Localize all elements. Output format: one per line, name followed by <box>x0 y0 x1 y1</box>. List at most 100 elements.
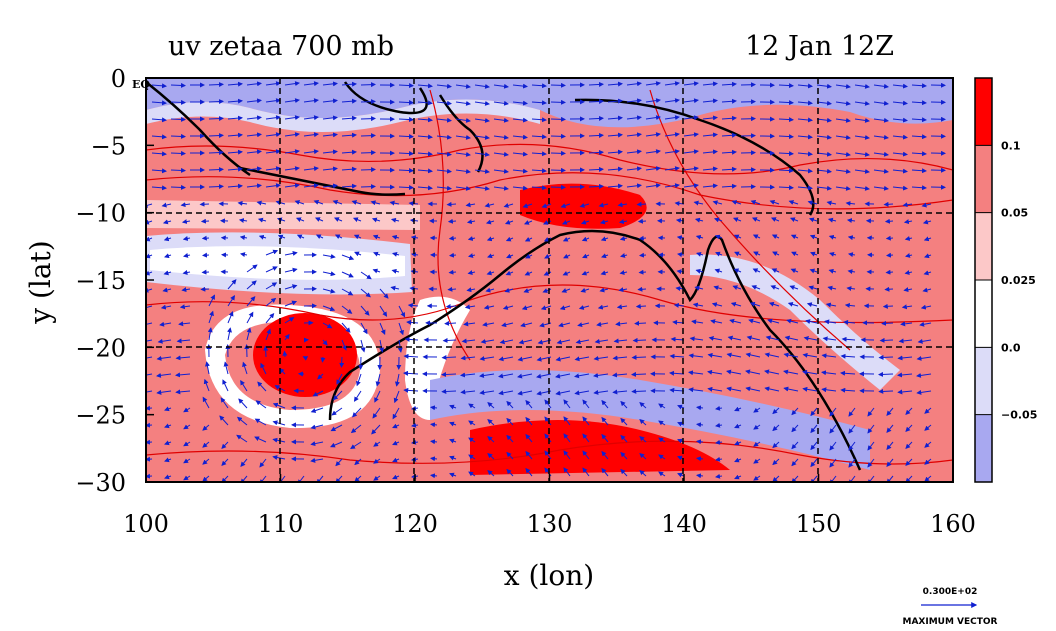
wind-vector <box>157 338 172 344</box>
wind-vector <box>770 285 780 290</box>
wind-vector <box>885 269 894 275</box>
wind-vector <box>797 134 813 140</box>
weak-negative-band-north <box>146 99 540 132</box>
wind-vector <box>612 372 628 378</box>
wind-vector <box>637 218 647 224</box>
wind-vector <box>772 458 780 466</box>
wind-vector <box>726 369 742 375</box>
wind-vector <box>645 183 661 189</box>
wind-vector <box>924 458 932 465</box>
wind-vector <box>202 441 210 448</box>
wind-vector <box>783 352 799 358</box>
x-tick-label: 130 <box>527 510 573 538</box>
wind-vector <box>810 441 818 451</box>
wind-vector <box>544 416 552 426</box>
wind-vector <box>721 81 737 87</box>
max-vector-caption: MAXIMUM VECTOR <box>902 617 997 627</box>
wind-vector <box>561 220 571 225</box>
wind-vector <box>170 82 186 88</box>
colorbar-swatch <box>975 212 992 280</box>
wind-vector <box>721 166 737 172</box>
wind-vector <box>923 236 932 242</box>
wind-vector <box>579 202 590 208</box>
wind-vector <box>398 83 414 89</box>
wind-vector <box>884 218 894 224</box>
x-tick-label: 140 <box>661 510 707 538</box>
wind-vector <box>203 378 210 392</box>
wind-vector <box>835 83 851 89</box>
wind-vector <box>626 166 642 172</box>
wind-vector <box>726 352 742 358</box>
wind-vector <box>745 386 761 392</box>
colorbar-swatch <box>975 347 992 415</box>
cyclone-core <box>253 313 357 397</box>
wind-vector <box>696 473 704 479</box>
wind-vector <box>436 168 452 174</box>
wind-vector <box>658 471 666 477</box>
wind-vector <box>208 133 224 139</box>
wind-vector <box>848 441 856 451</box>
wind-vector <box>238 398 248 409</box>
wind-vector <box>601 433 609 443</box>
wind-vector <box>474 117 490 123</box>
wind-vector <box>517 373 533 379</box>
wind-vector <box>330 441 343 448</box>
wind-vector <box>664 115 680 121</box>
max-vector-value: 0.300E+02 <box>923 587 978 597</box>
wind-vector <box>246 166 262 172</box>
wind-vector <box>873 100 889 106</box>
wind-vector <box>341 322 351 333</box>
wind-vector <box>616 304 628 310</box>
wind-vector <box>797 117 813 123</box>
wind-vector <box>506 451 514 460</box>
wind-vector <box>559 305 571 311</box>
wind-vector <box>607 98 623 104</box>
wind-vector <box>227 279 237 290</box>
wind-vector <box>715 422 723 428</box>
y-axis-label: y (lat) <box>24 240 57 324</box>
wind-vector <box>354 458 362 466</box>
wind-vector <box>807 200 818 206</box>
wind-vector <box>227 166 243 172</box>
wind-vector <box>520 322 533 328</box>
wind-vector <box>360 305 370 316</box>
wind-vector <box>691 319 704 325</box>
wind-vector <box>227 81 243 87</box>
wind-vector <box>916 389 932 395</box>
wind-vector <box>733 234 742 240</box>
wind-vector <box>702 183 718 189</box>
wind-vector <box>449 472 457 478</box>
wind-vector <box>715 439 723 445</box>
wind-vector <box>695 268 704 274</box>
wind-vector <box>713 285 723 291</box>
wind-vector <box>790 268 799 274</box>
wind-vector <box>360 82 376 88</box>
wind-vector <box>341 339 347 351</box>
wind-vector <box>372 234 381 240</box>
wind-vector <box>721 183 737 189</box>
wind-vector <box>430 439 438 445</box>
wind-vector <box>561 288 571 293</box>
wind-vector <box>607 115 623 121</box>
wind-vector <box>322 98 338 104</box>
wind-vector <box>772 475 780 482</box>
wind-vector <box>922 287 932 293</box>
wind-vector <box>805 319 818 324</box>
wind-vector <box>487 419 495 426</box>
wind-vector <box>523 288 533 293</box>
wind-vector <box>613 338 628 344</box>
y-tick-label: −10 <box>75 200 126 228</box>
wind-vector <box>163 236 172 242</box>
wind-vector <box>379 322 386 335</box>
wind-vector <box>313 199 324 205</box>
wind-vector <box>555 356 571 362</box>
wind-vector <box>265 149 281 155</box>
wind-vector <box>689 336 704 342</box>
wind-vector <box>284 115 300 121</box>
wind-vector <box>771 234 780 240</box>
wind-vector <box>455 134 471 140</box>
wind-vector <box>272 420 286 426</box>
wind-vector <box>902 202 913 208</box>
x-tick-label: 160 <box>930 510 976 538</box>
wind-vector <box>341 183 357 189</box>
